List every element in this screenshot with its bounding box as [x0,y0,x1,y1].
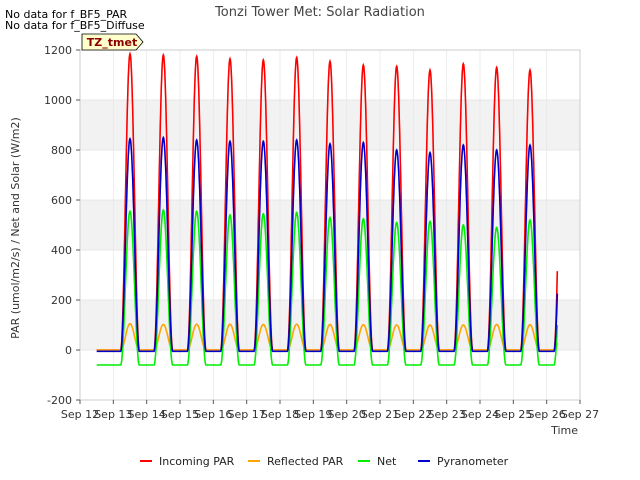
y-tick-label: 1200 [44,44,72,57]
series-line-pyranometer [96,135,559,353]
background-band [80,150,580,200]
chart-title: Tonzi Tower Met: Solar Radiation [214,5,425,20]
x-tick-label: Sep 14 [128,408,166,421]
y-tick-label: 400 [51,244,72,257]
x-tick-label: Sep 16 [194,408,232,421]
legend-label: Reflected PAR [267,455,344,468]
x-tick-label: Sep 15 [161,408,199,421]
x-tick-label: Sep 22 [394,408,432,421]
x-tick-label: Sep 26 [528,408,566,421]
x-tick-label: Sep 12 [61,408,99,421]
x-tick-label: Sep 19 [294,408,332,421]
x-tick-label: Sep 24 [461,408,499,421]
x-tick-label: Sep 21 [361,408,399,421]
x-tick-label: Sep 18 [261,408,299,421]
x-tick-label: Sep 17 [228,408,266,421]
legend: Incoming PAR Reflected PAR Net Pyranometer [140,455,509,468]
background-band [80,350,580,400]
x-tick-label: Sep 23 [428,408,466,421]
background-band [80,250,580,300]
background-band [80,50,580,100]
x-tick-label: Sep 27 [561,408,599,421]
series-lines [96,51,559,366]
y-tick-label: 1000 [44,94,72,107]
y-tick-label: 200 [51,294,72,307]
legend-label: Incoming PAR [159,455,235,468]
background-band [80,200,580,250]
y-tick-label: -200 [47,394,72,407]
plot-background-bands [80,50,580,400]
y-axis-label: PAR (umol/m2/s) / Net and Solar (W/m2) [9,117,22,339]
y-tick-label: 0 [65,344,72,357]
no-data-note-diffuse: No data for f_BF5_Diffuse [5,19,145,32]
y-tick-label: 600 [51,194,72,207]
plot-area [79,49,581,401]
series-line-net [96,208,559,366]
site-tag-label: TZ_tmet [87,36,137,49]
legend-label: Pyranometer [437,455,509,468]
x-tick-label: Sep 20 [328,408,366,421]
series-line-reflected-par [96,322,559,351]
y-tick-label: 800 [51,144,72,157]
no-data-note-par: No data for f_BF5_PAR [5,8,128,21]
y-axis: -200 0 200 400 600 800 1000 1200 [44,44,80,407]
x-axis-label: Time [550,424,578,437]
x-tick-label: Sep 13 [94,408,132,421]
legend-label: Net [377,455,397,468]
site-tag-badge: TZ_tmet [81,33,144,51]
x-tick-label: Sep 25 [494,408,532,421]
